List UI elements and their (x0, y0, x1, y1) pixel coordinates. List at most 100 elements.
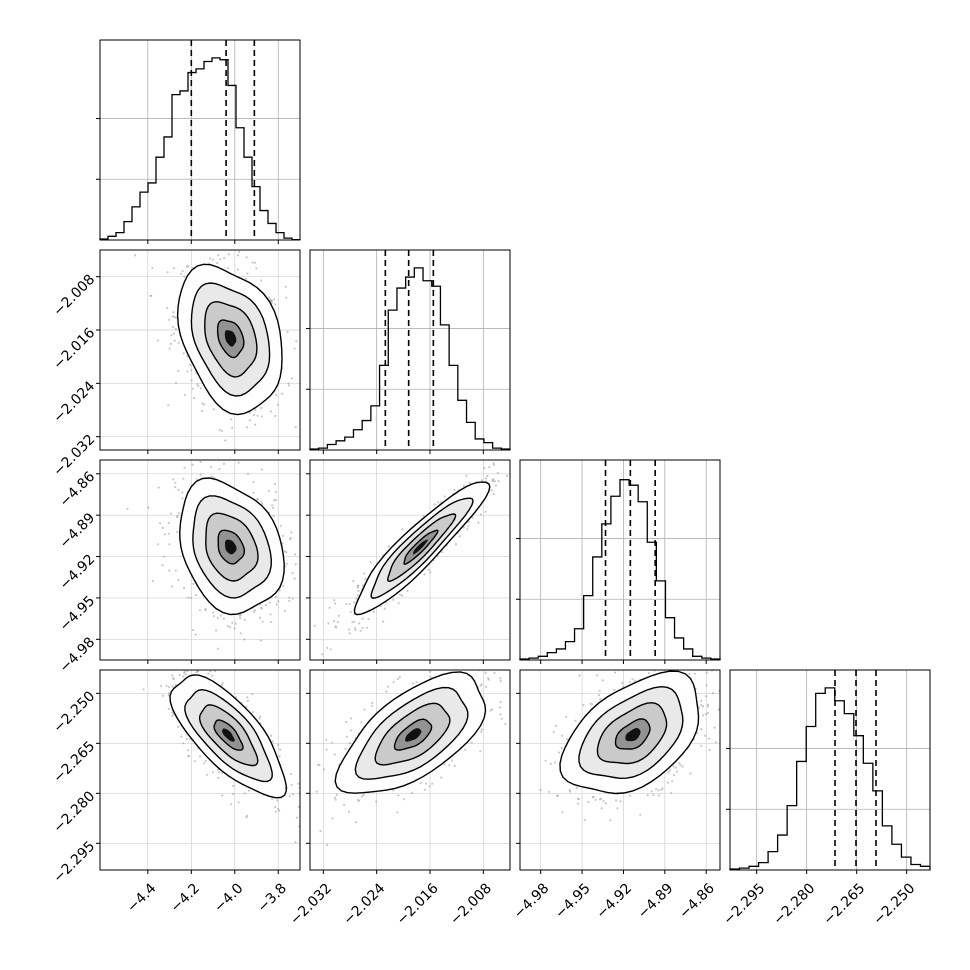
sample-point (245, 816, 248, 819)
x-tick-label: −2.280 (770, 880, 818, 928)
sample-point (134, 254, 137, 257)
sample-point (357, 799, 361, 803)
sample-point (172, 478, 175, 481)
sample-point (237, 801, 240, 804)
sample-point (591, 703, 594, 706)
sample-point (238, 664, 240, 666)
sample-point (349, 610, 352, 614)
sample-point (397, 677, 400, 681)
sample-point (280, 524, 283, 527)
sample-point (187, 754, 190, 758)
sample-point (398, 675, 401, 679)
sample-point (333, 753, 336, 756)
sample-point (527, 661, 529, 663)
sample-point (183, 466, 186, 469)
sample-point (354, 628, 357, 632)
sample-point (352, 580, 355, 583)
sample-point (485, 477, 488, 480)
sample-point (336, 621, 339, 624)
sample-point (170, 585, 173, 588)
sample-point (583, 818, 586, 822)
sample-point (493, 671, 496, 675)
x-tick-label: −4.2 (168, 880, 203, 915)
sample-point (174, 481, 177, 484)
contour-line (559, 670, 700, 795)
sample-point (415, 681, 418, 684)
contour-line (205, 512, 259, 582)
sample-point (222, 462, 226, 465)
sample-point (556, 794, 559, 798)
sample-point (304, 798, 306, 800)
sample-point (484, 510, 487, 513)
sample-point (429, 675, 432, 679)
sample-point (705, 684, 708, 687)
sample-point (706, 705, 710, 708)
sample-point (657, 789, 660, 792)
sample-point (275, 491, 278, 494)
sample-point (612, 663, 614, 665)
sample-point (275, 603, 278, 606)
sample-point (161, 526, 164, 530)
sample-point (191, 463, 194, 466)
sample-point (167, 640, 169, 642)
sample-point (163, 533, 166, 536)
sample-point (467, 525, 470, 528)
y-tick-label: −4.95 (57, 593, 99, 635)
sample-point (274, 805, 277, 809)
axes-frame (99, 249, 301, 451)
sample-point (166, 641, 168, 643)
sample-point (594, 798, 597, 801)
axes-frame (309, 459, 511, 661)
sample-point (182, 675, 185, 678)
sample-point (274, 810, 277, 813)
sample-point (480, 730, 483, 733)
sample-point (210, 466, 213, 469)
sample-point (392, 681, 395, 684)
histogram-step (519, 479, 721, 660)
sample-point (696, 657, 698, 659)
sample-point (268, 601, 271, 604)
sample-point (177, 512, 180, 515)
scatter-panel-1-2 (306, 459, 511, 664)
sample-point (160, 685, 163, 688)
sample-point (363, 572, 366, 575)
scatter-panel-0-1 (96, 249, 301, 454)
sample-point (700, 699, 703, 703)
sample-point (383, 607, 386, 610)
contour-line (179, 477, 285, 616)
sample-point (171, 315, 174, 318)
sample-point (290, 377, 294, 380)
sample-point (186, 456, 188, 458)
sample-point (167, 532, 170, 535)
sample-point (657, 662, 659, 664)
sample-point (337, 614, 341, 617)
sample-point (238, 250, 241, 253)
sample-point (496, 472, 499, 475)
sample-point (294, 426, 297, 429)
scatter-panel-1-3 (306, 661, 529, 874)
sample-point (183, 393, 186, 396)
sample-point (278, 589, 281, 592)
sample-point (485, 685, 488, 689)
sample-point (251, 693, 254, 696)
sample-point (151, 580, 154, 583)
contour-line (578, 685, 684, 780)
sample-point (167, 686, 170, 689)
sample-point (256, 498, 259, 501)
sample-point (333, 620, 336, 623)
contour-line (370, 497, 474, 599)
sample-point (232, 784, 235, 788)
sample-point (669, 664, 671, 666)
sample-point (326, 843, 329, 847)
contour-line (393, 718, 433, 751)
sample-point (197, 455, 199, 457)
sample-point (490, 489, 493, 492)
sample-point (569, 790, 572, 793)
sample-point (357, 594, 360, 597)
panel-content (310, 661, 529, 870)
sample-point (704, 713, 708, 716)
sample-point (369, 561, 372, 564)
histogram-panel-3 (726, 669, 931, 874)
sample-point (218, 468, 221, 471)
sample-point (274, 303, 277, 306)
